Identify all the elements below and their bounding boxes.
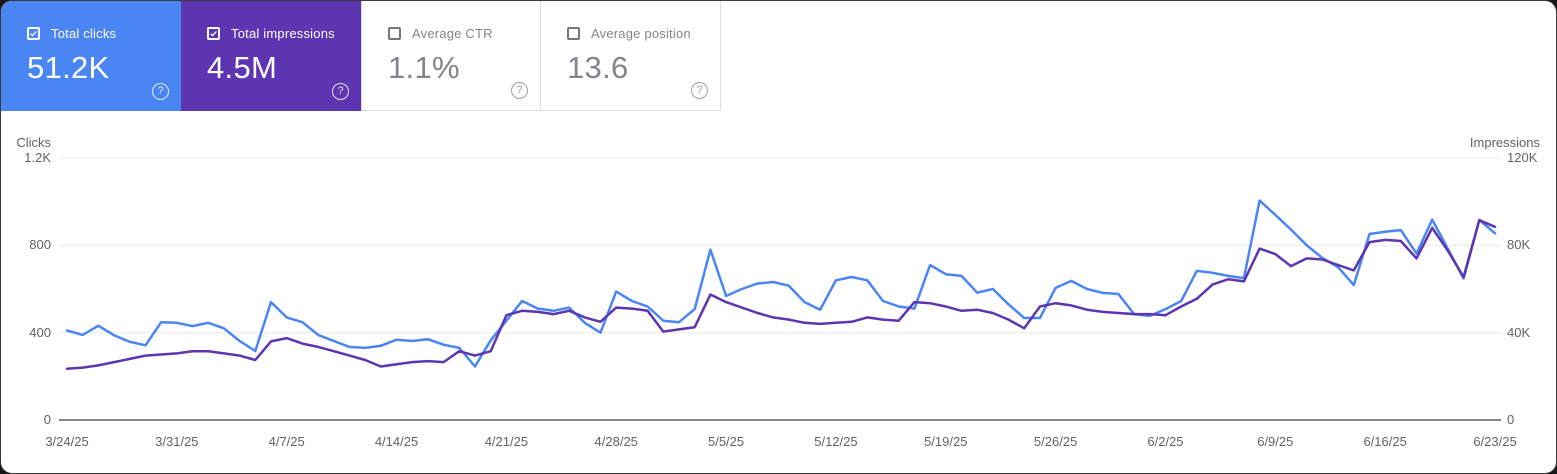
x-axis-tick-label: 4/7/25: [268, 434, 305, 449]
card-value: 51.2K: [27, 50, 110, 85]
card-header: Total impressions: [207, 26, 361, 41]
checkbox-unchecked-icon[interactable]: [388, 27, 401, 40]
card-header: Average position: [567, 26, 720, 41]
card-value: 13.6: [567, 50, 629, 85]
x-axis-tick-label: 5/5/25: [707, 434, 745, 449]
clicks-line[interactable]: [65, 199, 1497, 368]
checkbox-checked-icon[interactable]: [207, 27, 220, 40]
metric-card-total-impressions[interactable]: Total impressions 4.5M ?: [181, 1, 361, 111]
y-axis-tick-label-right: 80K: [1507, 237, 1531, 253]
x-axis-tick-label: 4/21/25: [484, 434, 529, 449]
x-axis-tick-label: 5/26/25: [1033, 434, 1078, 449]
x-axis-tick-label: 5/12/25: [814, 434, 858, 449]
help-icon[interactable]: ?: [332, 83, 349, 100]
card-label: Total clicks: [51, 26, 117, 41]
performance-chart[interactable]: Clicks Impressions 1.2K 800 400 0 120K 80K 40…: [1, 111, 1556, 473]
help-icon[interactable]: ?: [152, 83, 169, 100]
metric-card-average-ctr[interactable]: Average CTR 1.1% ?: [361, 1, 541, 111]
impressions-line[interactable]: [65, 218, 1497, 370]
card-value: 4.5M: [207, 50, 278, 85]
y-axis-tick-label-right: 40K: [1507, 324, 1531, 340]
y-axis-tick-label-right: 0: [1507, 412, 1515, 427]
metric-card-total-clicks[interactable]: Total clicks 51.2K ?: [1, 1, 181, 111]
x-axis-tick-label: 5/19/25: [924, 434, 968, 449]
x-axis-tick-label: 4/28/25: [594, 434, 638, 449]
help-icon[interactable]: ?: [511, 82, 528, 99]
help-icon[interactable]: ?: [691, 82, 708, 99]
x-axis-tick-label: 4/14/25: [374, 434, 419, 449]
x-axis-tick-label: 6/16/25: [1363, 434, 1407, 449]
checkbox-unchecked-icon[interactable]: [567, 27, 580, 40]
metric-cards: Total clicks 51.2K ? Total impressions 4…: [1, 1, 721, 111]
x-axis-tick-label: 6/2/25: [1147, 434, 1184, 449]
y-axis-tick-label-left: 800: [29, 237, 51, 253]
y-axis-tick-label-right: 120K: [1507, 150, 1538, 165]
x-axis-tick-label: 3/24/25: [45, 434, 89, 449]
checkbox-checked-icon[interactable]: [27, 27, 40, 40]
card-value: 1.1%: [388, 50, 460, 85]
card-label: Average CTR: [412, 26, 493, 41]
x-axis-tick-label: 6/9/25: [1257, 434, 1294, 449]
clicks-axis-title: Clicks: [16, 135, 51, 150]
x-axis-tick-label: 6/23/25: [1473, 434, 1517, 449]
impressions-axis-title: Impressions: [1469, 135, 1540, 150]
y-axis-tick-label-left: 0: [43, 412, 51, 427]
card-label: Total impressions: [231, 26, 335, 41]
y-axis-tick-label-left: 1.2K: [24, 150, 51, 165]
card-label: Average position: [591, 26, 691, 41]
card-header: Average CTR: [388, 26, 540, 41]
metric-card-average-position[interactable]: Average position 13.6 ?: [541, 1, 721, 111]
y-axis-tick-label-left: 400: [29, 324, 51, 340]
x-axis-tick-label: 3/31/25: [155, 434, 199, 449]
card-header: Total clicks: [27, 26, 181, 41]
